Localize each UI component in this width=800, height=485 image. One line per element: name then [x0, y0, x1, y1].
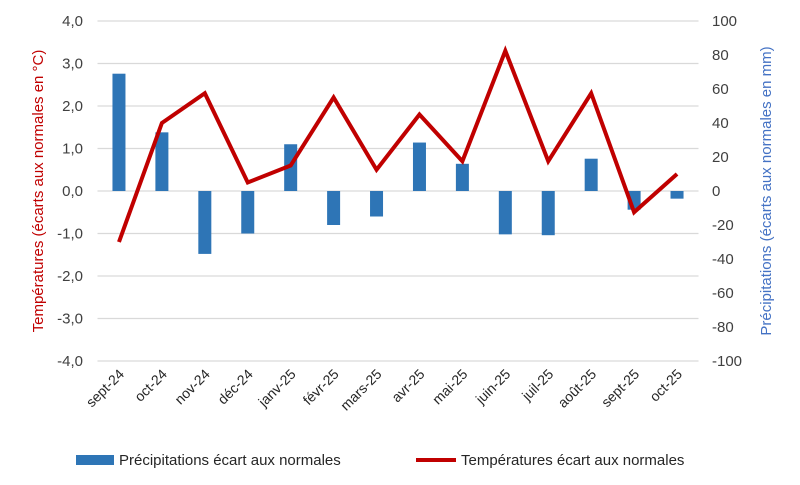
precip-bar [327, 191, 341, 225]
right-axis-title: Précipitations (écarts aux normales en m… [758, 46, 775, 335]
x-tick-label: oct-25 [646, 366, 685, 405]
precip-bar [541, 191, 555, 236]
x-tick-label: oct-24 [131, 366, 170, 405]
left-tick-label: -4,0 [57, 353, 83, 370]
precip-bar [155, 132, 169, 191]
right-tick-label: 20 [712, 149, 729, 166]
x-tick-label: sept-25 [598, 366, 642, 410]
left-tick-label: 3,0 [62, 56, 83, 73]
left-tick-label: 0,0 [62, 183, 83, 200]
legend: Précipitations écart aux normales Tempér… [76, 452, 684, 469]
x-tick-label: mars-25 [337, 366, 385, 414]
x-tick-label: juil-25 [518, 366, 557, 405]
right-tick-label: -20 [712, 217, 734, 234]
precip-bar [498, 191, 512, 235]
left-tick-label: -2,0 [57, 268, 83, 285]
precip-bar [670, 191, 684, 199]
legend-temp-label: Températures écart aux normales [461, 452, 684, 469]
left-tick-label: 2,0 [62, 98, 83, 115]
precip-bar [412, 142, 426, 191]
temperature-line [117, 45, 679, 243]
x-tick-label: nov-24 [171, 366, 213, 408]
left-axis-title: Températures (écarts aux normales en °C) [30, 50, 47, 333]
precip-bar [370, 191, 384, 217]
x-tick-label: juin-25 [472, 366, 514, 408]
x-tick-label: sept-24 [83, 366, 127, 410]
precipitation-bars [112, 73, 684, 254]
right-tick-label: 100 [712, 13, 737, 30]
right-tick-label: -80 [712, 319, 734, 336]
legend-precip-swatch [76, 455, 114, 465]
x-tick-label: déc-24 [214, 366, 256, 408]
right-tick-label: 80 [712, 47, 729, 64]
left-tick-label: 1,0 [62, 141, 83, 158]
right-tick-label: -60 [712, 285, 734, 302]
precip-bar [455, 163, 469, 191]
legend-precip-label: Précipitations écart aux normales [119, 452, 341, 469]
x-tick-label: août-25 [554, 366, 599, 411]
left-axis-ticks: 4,0 3,0 2,0 1,0 0,0 -1,0 -2,0 -3,0 -4,0 [57, 13, 83, 370]
gridlines [97, 20, 699, 362]
precip-bar [112, 73, 126, 191]
right-tick-label: -100 [712, 353, 742, 370]
right-tick-label: 60 [712, 81, 729, 98]
x-axis-ticks: sept-24 oct-24 nov-24 déc-24 janv-25 févr-25m… [83, 366, 686, 414]
left-tick-label: 4,0 [62, 13, 83, 30]
temperature-line-group [117, 45, 679, 243]
left-tick-label: -3,0 [57, 311, 83, 328]
right-tick-label: -40 [712, 251, 734, 268]
precip-bar [584, 158, 598, 191]
x-tick-label: janv-25 [254, 366, 299, 411]
precip-bar [241, 191, 255, 234]
precip-bar [198, 191, 212, 254]
x-tick-label: avr-25 [388, 366, 428, 406]
left-tick-label: -1,0 [57, 226, 83, 243]
right-tick-label: 0 [712, 183, 720, 200]
right-axis-ticks: 100 80 60 40 20 0 -20 -40 -60 -80 -100 [712, 13, 742, 370]
x-tick-label: mai-25 [429, 366, 471, 408]
x-tick-label: févr-25 [300, 366, 342, 408]
right-tick-label: 40 [712, 115, 729, 132]
